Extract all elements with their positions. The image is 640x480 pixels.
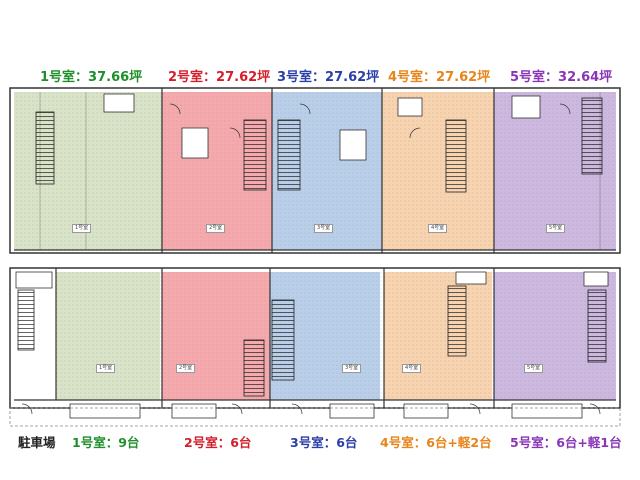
room-label-unit1-lower: 1号室	[96, 364, 116, 373]
unit4-parking-label: 4号室：6台+軽2台	[380, 435, 492, 450]
unit5-parking-label: 5号室：6台+軽1台	[510, 435, 622, 450]
room-label-unit4-upper: 4号室	[428, 224, 448, 233]
unit2-parking-label: 2号室：6台	[184, 435, 252, 450]
parking-title: 駐車場	[18, 435, 56, 450]
unit2-area-label: 2号室：27.62坪	[168, 70, 271, 85]
unit1-parking-label: 1号室：9台	[72, 435, 140, 450]
room-label-unit1-upper: 1号室	[72, 224, 92, 233]
unit5-area-label: 5号室：32.64坪	[510, 70, 613, 85]
unit3-parking-label: 3号室：6台	[290, 435, 358, 450]
unit3-area-label: 3号室：27.62坪	[277, 70, 380, 85]
room-label-unit5-upper: 5号室	[546, 224, 566, 233]
lower-floor	[9, 267, 621, 427]
unit4-area-label: 4号室：27.62坪	[388, 70, 491, 85]
room-label-unit4-lower: 4号室	[402, 364, 422, 373]
room-label-unit2-lower: 2号室	[176, 364, 196, 373]
room-label-unit3-upper: 3号室	[314, 224, 334, 233]
room-label-unit5-lower: 5号室	[524, 364, 544, 373]
room-label-unit3-lower: 3号室	[342, 364, 362, 373]
unit1-area-label: 1号室：37.66坪	[40, 70, 143, 85]
room-label-unit2-upper: 2号室	[206, 224, 226, 233]
upper-floor	[9, 87, 621, 254]
